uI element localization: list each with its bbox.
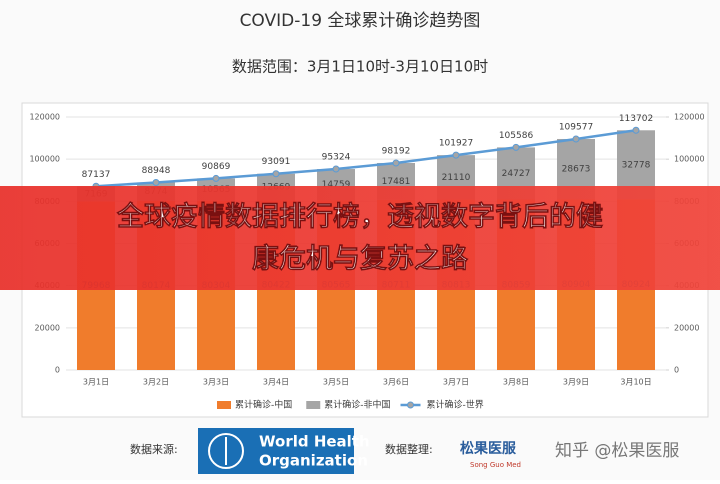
point [512,143,520,151]
y-tick-label: 100000 [29,155,60,164]
point [572,135,580,143]
data-label: 24727 [502,169,531,179]
editor-label: 数据整理: [385,442,433,456]
y2-tick-label: 20000 [674,323,699,332]
banner-text: 全球疫情数据排行榜，透视数字背后的健 [116,201,603,233]
x-tick-label: 3月1日 [83,378,109,387]
point [272,170,280,178]
legend-swatch [306,401,321,409]
data-label: 95324 [322,153,351,163]
chart-title: COVID-19 全球累计确诊趋势图 [240,11,481,31]
data-label: 21110 [442,173,471,183]
data-label: 101927 [439,139,473,149]
x-tick-label: 3月9日 [563,378,589,387]
y-tick-label: 0 [55,366,60,375]
legend-label: 累计确诊-中国 [235,399,292,411]
chart-subtitle: 数据范围：3月1日10时-3月10日10时 [232,58,488,76]
data-label: 87137 [82,170,111,180]
legend-label: 累计确诊-非中国 [324,399,390,411]
data-label: 32778 [622,160,651,170]
y2-tick-label: 100000 [674,155,705,164]
logo-sub: Song Guo Med [470,461,521,469]
legend-swatch [217,401,231,409]
y2-tick-label: 0 [674,366,679,375]
x-tick-label: 3月5日 [323,378,349,387]
data-label: 90869 [202,162,231,172]
logo: 松果医服 [460,440,517,457]
point [452,151,460,159]
point [212,174,220,182]
point [152,178,160,186]
y2-tick-label: 120000 [674,113,705,122]
data-label: 14759 [322,180,351,190]
x-tick-label: 3月7日 [443,378,469,387]
data-label: 105586 [499,131,534,141]
x-tick-label: 3月3日 [203,378,229,387]
source-label: 数据来源: [130,442,178,456]
data-label: 98192 [382,146,411,156]
who-text: World Health [259,433,370,451]
data-label: 88948 [142,166,171,176]
x-tick-label: 3月8日 [503,378,529,387]
banner-text: 康危机与复苏之路 [252,243,469,275]
point [392,159,400,167]
line [95,129,637,188]
data-label: 109577 [559,122,593,132]
x-tick-label: 3月10日 [620,378,651,387]
data-label: 113702 [619,114,653,124]
x-tick-label: 3月6日 [383,378,409,387]
legend-label: 累计确诊-世界 [427,399,484,411]
watermark: 知乎 @松果医服 [555,441,679,461]
data-label: 93091 [262,157,291,167]
data-label: 28673 [562,165,591,175]
point [332,165,340,173]
who-text: Organization [259,452,368,470]
x-tick-label: 3月4日 [263,378,289,387]
point [632,126,640,134]
x-tick-label: 3月2日 [143,378,169,387]
who-logo [198,428,354,474]
banner [0,186,720,290]
y-tick-label: 20000 [35,323,60,332]
who-emblem [208,433,244,469]
legend-swatch [407,401,414,409]
y-tick-label: 120000 [29,113,60,122]
data-label: 17481 [382,177,411,187]
